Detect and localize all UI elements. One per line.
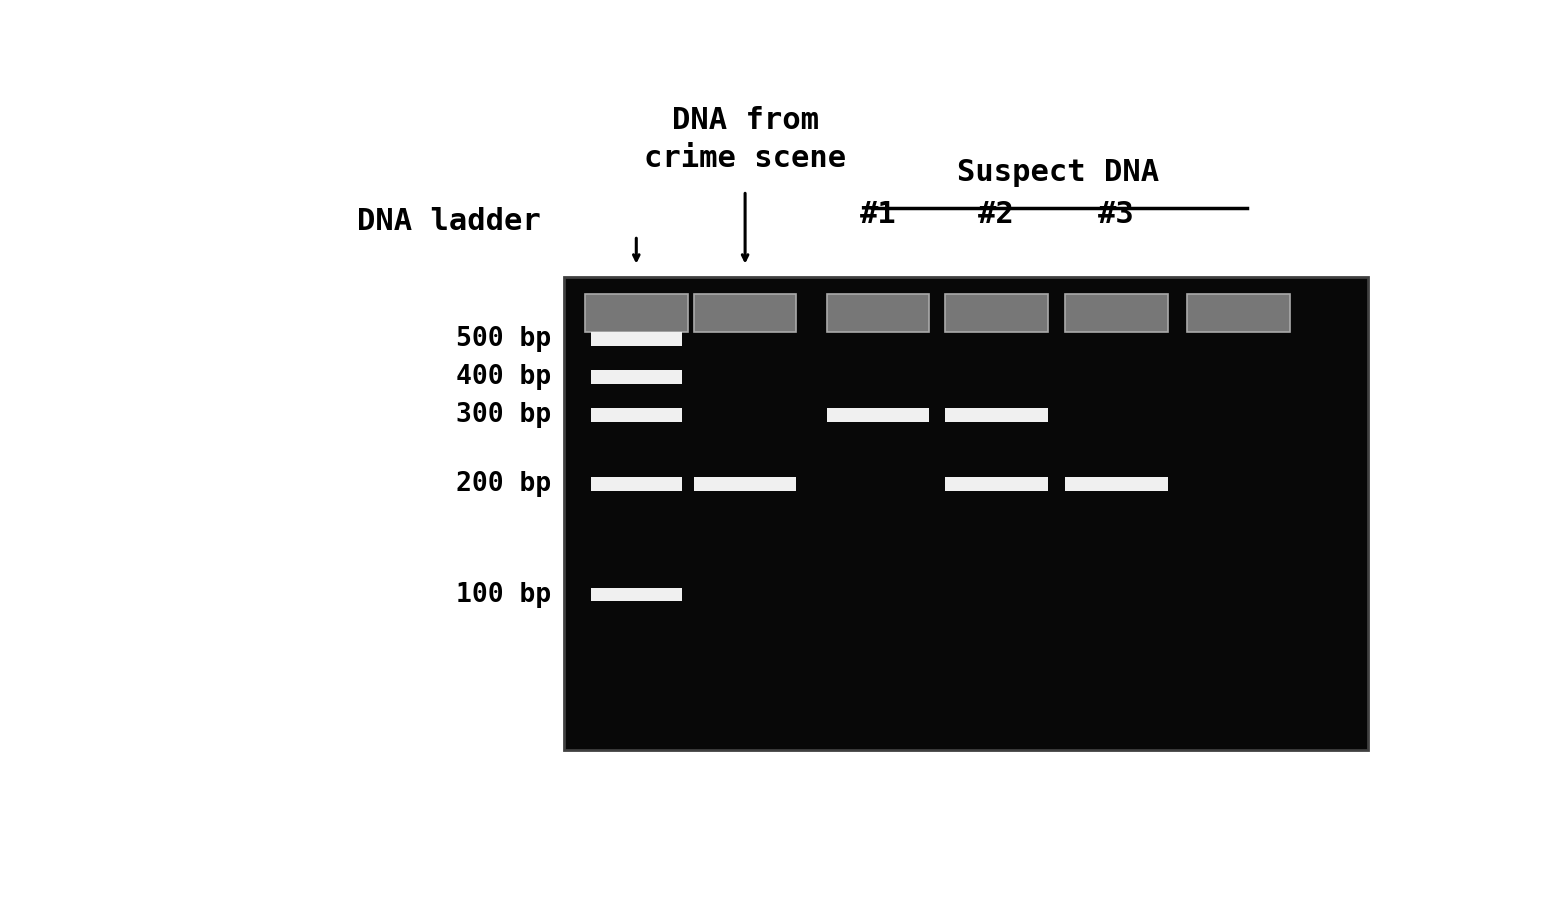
Text: #2: #2 [978, 199, 1016, 229]
Bar [1065, 477, 1167, 491]
Bar [591, 370, 682, 384]
Text: 100 bp: 100 bp [457, 581, 552, 607]
Bar [591, 332, 682, 346]
Text: 300 bp: 300 bp [457, 402, 552, 428]
Bar [1065, 294, 1167, 332]
Bar [591, 408, 682, 422]
Bar [591, 588, 682, 602]
Text: 500 bp: 500 bp [457, 326, 552, 352]
Text: 400 bp: 400 bp [457, 364, 552, 390]
Text: DNA from: DNA from [672, 106, 819, 135]
Bar [563, 277, 1368, 750]
Bar [591, 477, 682, 491]
Bar [945, 408, 1048, 422]
Bar [827, 408, 930, 422]
Bar [945, 477, 1048, 491]
Text: DNA ladder: DNA ladder [357, 207, 541, 236]
Text: crime scene: crime scene [644, 144, 846, 173]
Text: 200 bp: 200 bp [457, 471, 552, 497]
Bar [945, 294, 1048, 332]
Bar [585, 294, 688, 332]
Text: #1: #1 [860, 199, 897, 229]
Bar [694, 477, 797, 491]
Text: Suspect DNA: Suspect DNA [958, 158, 1159, 187]
Bar [1187, 294, 1290, 332]
Text: #3: #3 [1098, 199, 1134, 229]
Bar [694, 294, 797, 332]
Bar [827, 294, 930, 332]
